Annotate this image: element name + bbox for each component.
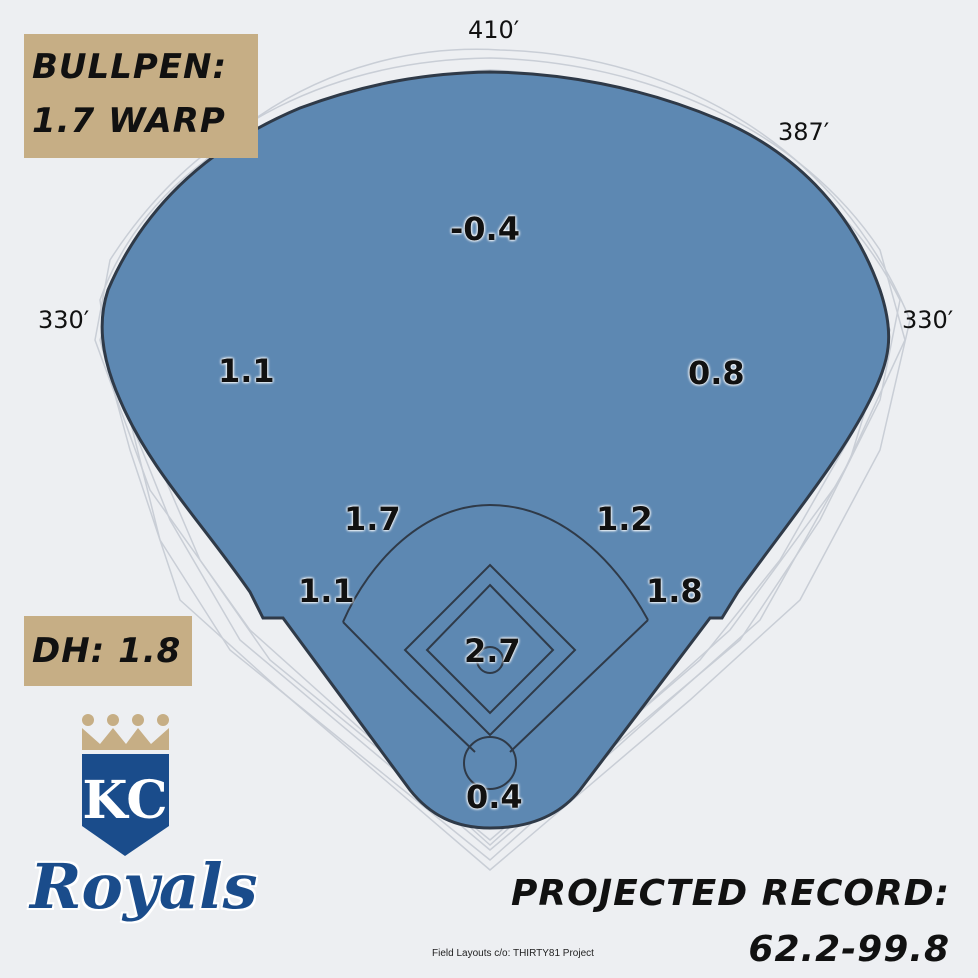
bullpen-warp: 1.7 WARP [32,101,226,141]
crown-icon [82,714,169,750]
distance-left-line: 330′ [38,306,90,334]
kc-royals-crown-shield-icon: KC [82,714,169,856]
distance-right-line: 330′ [902,306,954,334]
shield-icon [82,754,169,856]
projected-record: PROJECTED RECORD: 62.2-99.8 [430,866,950,978]
bullpen-label-box: BULLPEN: 1.7 WARP [24,34,258,158]
distance-right-center: 387′ [778,118,830,146]
warp-shortstop: 1.7 [344,500,401,538]
warp-catcher: 0.4 [466,778,523,816]
warp-right-field: 0.8 [688,354,745,392]
field-layouts-credit: Field Layouts c/o: THIRTY81 Project [432,948,594,959]
warp-third-base: 1.1 [298,572,355,610]
projected-record-title: PROJECTED RECORD: [510,873,950,914]
logo-wordmark: Royals [30,850,258,923]
logo-monogram: KC [82,770,167,831]
bullpen-title: BULLPEN: [32,47,228,87]
field-fair-territory [100,70,891,830]
projected-record-value: 62.2-99.8 [748,929,950,970]
dh-label: DH: 1.8 [32,631,182,671]
infield-lines [342,503,649,790]
warp-second-base: 1.2 [596,500,653,538]
warp-pitcher: 2.7 [464,632,521,670]
dh-label-box: DH: 1.8 [24,616,192,686]
warp-center-field: -0.4 [450,210,520,248]
distance-center-field: 410′ [468,16,520,44]
warp-left-field: 1.1 [218,352,275,390]
warp-first-base: 1.8 [646,572,703,610]
